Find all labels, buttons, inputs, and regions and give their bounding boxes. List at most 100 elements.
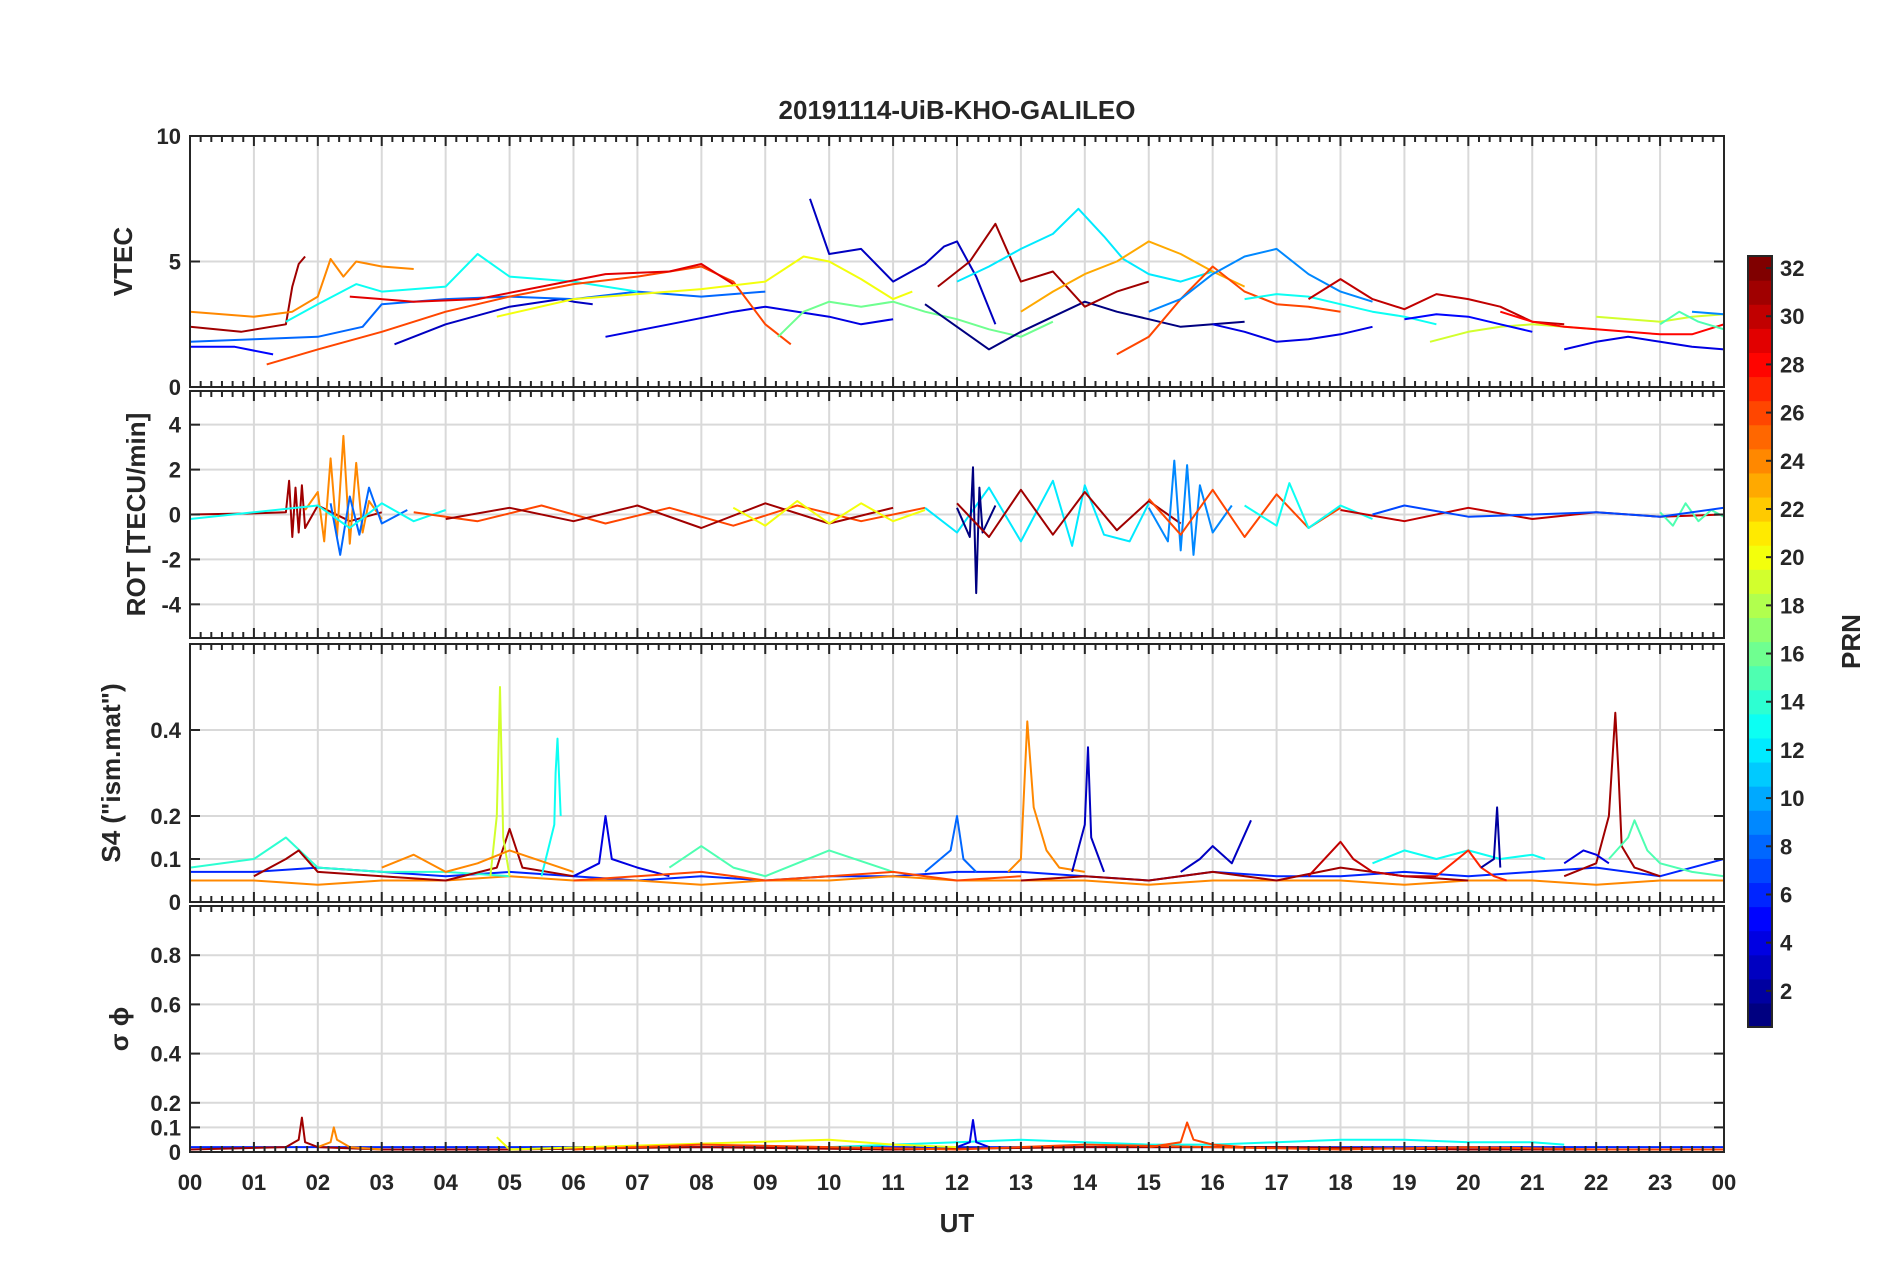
trace-prn-4 <box>1563 849 1610 865</box>
trace-prn-31 <box>937 222 1150 308</box>
colorbar-tick-label: 16 <box>1780 642 1804 667</box>
colorbar-tick-label: 18 <box>1780 593 1804 618</box>
colorbar-band <box>1748 617 1772 643</box>
trace-prn-24 <box>381 849 574 873</box>
colorbar-band <box>1748 954 1772 980</box>
colorbar-tick-label: 26 <box>1780 401 1804 426</box>
trace-prn-6 <box>190 858 1724 882</box>
trace-prn-7 <box>1372 504 1724 518</box>
y-tick-label: 0.1 <box>150 1115 181 1140</box>
y-tick-label: 0.2 <box>150 804 181 829</box>
trace-prn-24 <box>304 434 383 545</box>
x-tick-label: 20 <box>1456 1170 1480 1195</box>
trace-prn-13 <box>190 502 447 529</box>
trace-prn-9 <box>1148 247 1373 313</box>
x-tick-label: 04 <box>433 1170 458 1195</box>
colorbar-tick-label: 6 <box>1780 882 1792 907</box>
trace-prn-30 <box>1307 278 1565 326</box>
colorbar-tick-label: 8 <box>1780 834 1792 859</box>
colorbar-band <box>1748 521 1772 546</box>
colorbar-tick-label: 20 <box>1780 545 1804 570</box>
trace-prn-8 <box>329 486 408 556</box>
trace-prn-13 <box>540 737 562 877</box>
trace-prn-28 <box>1500 310 1724 336</box>
trace-prn-16 <box>777 300 1054 338</box>
x-tick-label: 07 <box>625 1170 649 1195</box>
trace-prn-4 <box>605 305 894 338</box>
trace-prn-31 <box>190 255 306 333</box>
colorbar-band <box>1748 713 1772 739</box>
trace-prn-3 <box>1180 819 1252 873</box>
colorbar-band <box>1748 472 1772 498</box>
trace-prn-4 <box>1563 335 1724 351</box>
colorbar-tick-label: 32 <box>1780 256 1804 281</box>
y-tick-label: 0.2 <box>150 1091 181 1116</box>
trace-prn-19 <box>1596 313 1724 323</box>
y-tick-label: 4 <box>169 413 182 438</box>
x-tick-label: 19 <box>1392 1170 1416 1195</box>
colorbar-tick-label: 2 <box>1780 979 1792 1004</box>
trace-prn-5 <box>190 345 274 356</box>
trace-prn-29 <box>349 263 734 303</box>
colorbar-band <box>1748 810 1772 835</box>
trace-prn-4 <box>573 815 670 878</box>
y-tick-label: 0.4 <box>150 718 181 743</box>
x-tick-label: 06 <box>561 1170 585 1195</box>
colorbar-box <box>1747 255 1773 1028</box>
colorbar-tick-label: 14 <box>1780 690 1805 715</box>
panel-vtec: 0 5 10 VTEC <box>108 124 1725 400</box>
y-tick-label: 10 <box>157 124 181 149</box>
colorbar-band <box>1748 858 1772 884</box>
panel-s4: 0 0.1 0.2 0.4 S4 ("ism.mat") <box>96 643 1725 915</box>
trace-prn-31 <box>445 502 894 529</box>
traces-vtec <box>190 198 1724 366</box>
trace-prn-26 <box>573 870 1021 882</box>
colorbar-tick-label: 24 <box>1780 449 1805 474</box>
y-tick-label: 0 <box>169 375 181 400</box>
axes-box <box>189 905 1725 1153</box>
trace-prn-20 <box>496 255 913 318</box>
y-tick-label: 5 <box>169 250 181 275</box>
trace-prn-8 <box>924 815 977 873</box>
trace-prn-9 <box>1147 459 1233 556</box>
y-tick-label: -4 <box>161 592 181 617</box>
trace-prn-12 <box>956 207 1214 283</box>
colorbar-tick-label: 28 <box>1780 352 1804 377</box>
trace-prn-19 <box>489 686 511 877</box>
trace-prn-13 <box>1244 293 1437 326</box>
x-tick-label: 16 <box>1200 1170 1224 1195</box>
trace-prn-13 <box>285 253 638 323</box>
colorbar-tick-label: 12 <box>1780 738 1804 763</box>
trace-prn-24 <box>1007 720 1085 873</box>
trace-prn-15 <box>668 845 894 878</box>
x-tick-label: 01 <box>242 1170 266 1195</box>
trace-prn-20 <box>732 500 926 527</box>
x-tick-label: 09 <box>753 1170 777 1195</box>
x-tick-label: 03 <box>370 1170 394 1195</box>
colorbar-tick-label: 4 <box>1780 931 1793 956</box>
x-tick-label: 00 <box>178 1170 202 1195</box>
trace-prn-9 <box>1691 310 1724 316</box>
trace-prn-13 <box>1244 482 1373 529</box>
y-tick-label: 0 <box>169 503 181 528</box>
axes-box <box>189 643 1725 903</box>
x-tick-label: 23 <box>1648 1170 1672 1195</box>
axes-box <box>189 390 1725 639</box>
panel-rot: -4 -2 0 2 4 ROT [TECU/min] <box>121 390 1725 639</box>
y-tick-label: 0.6 <box>150 992 181 1017</box>
x-tick-label: 17 <box>1264 1170 1288 1195</box>
y-axis-label: VTEC <box>108 227 138 297</box>
x-tick-label: 21 <box>1520 1170 1544 1195</box>
x-tick-label: 22 <box>1584 1170 1608 1195</box>
trace-prn-20 <box>496 1136 958 1151</box>
x-tick-label: 08 <box>689 1170 713 1195</box>
y-tick-label: 0.1 <box>150 847 181 872</box>
colorbar-band <box>1748 424 1772 450</box>
trace-prn-3 <box>1071 746 1105 873</box>
colorbar-band <box>1748 569 1772 594</box>
x-tick-label: 13 <box>1009 1170 1033 1195</box>
y-tick-label: 2 <box>169 458 181 483</box>
trace-prn-3 <box>394 298 593 346</box>
trace-prn-26 <box>1116 265 1341 356</box>
